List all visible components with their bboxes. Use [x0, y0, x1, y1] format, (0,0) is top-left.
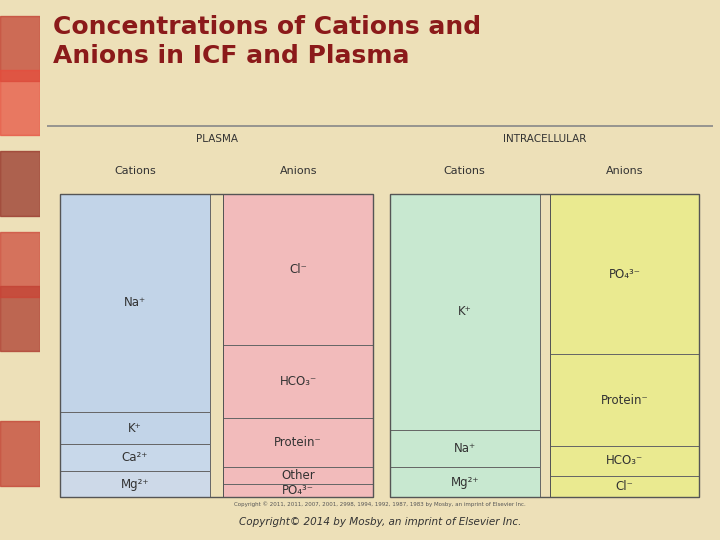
- Bar: [60, 193, 210, 412]
- Bar: [60, 444, 210, 471]
- Text: HCO₃⁻: HCO₃⁻: [606, 454, 643, 467]
- Text: Na⁺: Na⁺: [124, 296, 146, 309]
- Text: PLASMA: PLASMA: [196, 133, 238, 144]
- Bar: [223, 193, 373, 346]
- Text: Na⁺: Na⁺: [454, 442, 476, 455]
- Text: Mg²⁺: Mg²⁺: [451, 476, 479, 489]
- Bar: [223, 418, 373, 467]
- Text: Anions: Anions: [606, 166, 643, 176]
- Text: K⁺: K⁺: [458, 306, 472, 319]
- Bar: [549, 193, 700, 354]
- Bar: [0, 151, 40, 216]
- Bar: [0, 16, 40, 81]
- Text: Concentrations of Cations and
Anions in ICF and Plasma: Concentrations of Cations and Anions in …: [53, 15, 482, 68]
- Text: Ca²⁺: Ca²⁺: [122, 451, 148, 464]
- Bar: [390, 467, 540, 497]
- Text: HCO₃⁻: HCO₃⁻: [279, 375, 317, 388]
- Bar: [549, 446, 700, 476]
- Text: Copyright© 2014 by Mosby, an imprint of Elsevier Inc.: Copyright© 2014 by Mosby, an imprint of …: [238, 517, 521, 527]
- Bar: [223, 467, 373, 483]
- Text: Cations: Cations: [444, 166, 485, 176]
- Text: Protein⁻: Protein⁻: [600, 394, 649, 407]
- Bar: [549, 476, 700, 497]
- Bar: [60, 412, 210, 444]
- Bar: [549, 354, 700, 446]
- Text: Cations: Cations: [114, 166, 156, 176]
- Bar: [0, 286, 40, 351]
- Bar: [390, 193, 540, 430]
- Bar: [0, 421, 40, 486]
- Bar: [60, 193, 373, 497]
- Text: Anions: Anions: [279, 166, 317, 176]
- Text: K⁺: K⁺: [128, 422, 142, 435]
- Bar: [223, 483, 373, 497]
- Text: Copyright © 2011, 2011, 2007, 2001, 2998, 1994, 1992, 1987, 1983 by Mosby, an im: Copyright © 2011, 2011, 2007, 2001, 2998…: [234, 501, 526, 507]
- Bar: [0, 232, 40, 297]
- Bar: [390, 193, 700, 497]
- Bar: [390, 430, 540, 467]
- Text: Cl⁻: Cl⁻: [616, 480, 634, 493]
- Text: Other: Other: [282, 469, 315, 482]
- Text: PO₄³⁻: PO₄³⁻: [282, 484, 314, 497]
- Text: Protein⁻: Protein⁻: [274, 436, 322, 449]
- Text: PO₄³⁻: PO₄³⁻: [608, 267, 641, 280]
- Bar: [60, 471, 210, 497]
- Bar: [223, 346, 373, 418]
- Text: Mg²⁺: Mg²⁺: [121, 478, 149, 491]
- Text: INTRACELLULAR: INTRACELLULAR: [503, 133, 586, 144]
- Bar: [0, 70, 40, 135]
- Text: Cl⁻: Cl⁻: [289, 263, 307, 276]
